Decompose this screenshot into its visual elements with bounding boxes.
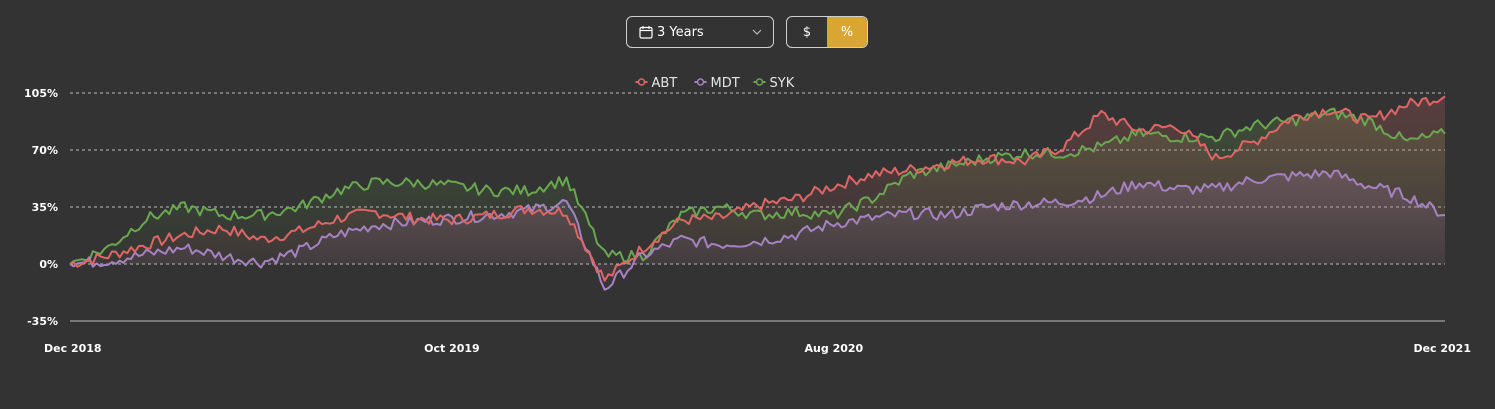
percent-mode-button[interactable]: % bbox=[827, 17, 867, 47]
x-tick-label: Aug 2020 bbox=[805, 342, 864, 355]
y-axis: 105% 70% 35% 0% -35% bbox=[24, 87, 58, 328]
legend-item-mdt[interactable]: MDT bbox=[694, 76, 740, 91]
period-select-label: 3 Years bbox=[657, 24, 704, 40]
legend: ABT MDT SYK bbox=[635, 76, 795, 91]
chart-controls: 3 Years $ % bbox=[626, 16, 868, 50]
y-tick-label: 70% bbox=[32, 144, 58, 157]
y-tick-label: 35% bbox=[32, 201, 58, 214]
series-line-abt[interactable] bbox=[69, 95, 1446, 282]
x-tick-label: Oct 2019 bbox=[424, 342, 480, 355]
y-tick-label: 0% bbox=[39, 258, 58, 271]
calendar-icon bbox=[639, 26, 653, 39]
line-layer bbox=[69, 95, 1446, 291]
legend-item-syk[interactable]: SYK bbox=[753, 76, 795, 91]
legend-label: MDT bbox=[711, 76, 740, 91]
x-axis: Dec 2018 Oct 2019 Aug 2020 Dec 2021 bbox=[44, 342, 1471, 355]
y-tick-label: -35% bbox=[27, 315, 58, 328]
currency-mode-button[interactable]: $ bbox=[802, 24, 812, 40]
legend-label: SYK bbox=[770, 76, 795, 91]
x-tick-label: Dec 2018 bbox=[44, 342, 102, 355]
value-mode-toggle: $ % bbox=[786, 16, 868, 48]
legend-label: ABT bbox=[652, 76, 678, 91]
series-line-syk[interactable] bbox=[69, 107, 1446, 265]
y-tick-label: 105% bbox=[24, 87, 58, 100]
x-tick-label: Dec 2021 bbox=[1413, 342, 1471, 355]
chevron-down-icon bbox=[752, 29, 762, 35]
legend-item-abt[interactable]: ABT bbox=[635, 76, 678, 91]
series-area-abt bbox=[70, 96, 1445, 281]
period-select[interactable]: 3 Years bbox=[626, 16, 774, 48]
series-line-mdt[interactable] bbox=[69, 169, 1446, 291]
